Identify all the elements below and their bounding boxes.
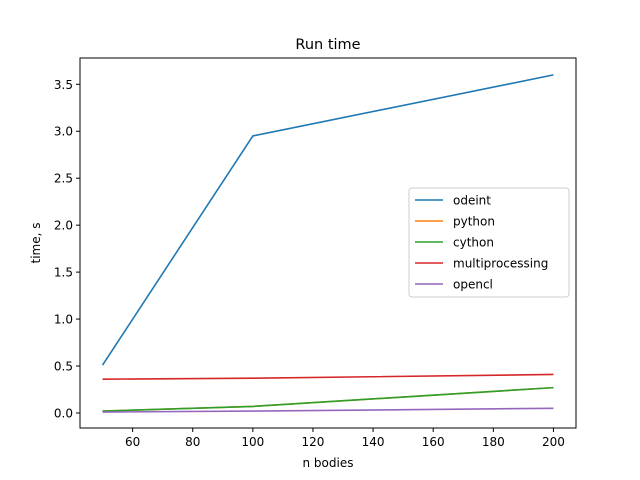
y-tick-label: 2.5 <box>54 172 73 186</box>
x-tick-label: 200 <box>542 435 565 449</box>
y-tick-label: 2.0 <box>54 219 73 233</box>
x-axis: 60 80 100 120 140 160 180 200 <box>125 428 565 449</box>
plot-frame <box>79 57 577 429</box>
x-axis-label: n bodies <box>303 456 354 470</box>
legend-label-multiprocessing: multiprocessing <box>453 257 548 271</box>
x-tick-label: 80 <box>185 435 200 449</box>
y-tick-label: 0.0 <box>54 406 73 420</box>
y-tick-label: 3.0 <box>54 125 73 139</box>
x-tick-label: 120 <box>302 435 325 449</box>
series-lines <box>101 74 554 413</box>
x-tick-label: 60 <box>125 435 140 449</box>
y-tick-label: 1.0 <box>54 313 73 327</box>
chart-title: Run time <box>295 37 360 53</box>
x-tick-label: 140 <box>362 435 385 449</box>
x-tick-label: 160 <box>422 435 445 449</box>
y-tick-label: 1.5 <box>54 266 73 280</box>
legend-label-cython: cython <box>453 236 494 250</box>
y-axis: 0.0 0.5 1.0 1.5 2.0 2.5 3.0 3.5 <box>54 78 80 420</box>
y-axis-label: time, s <box>29 223 43 264</box>
legend-box <box>408 187 570 298</box>
legend-label-python: python <box>453 215 495 229</box>
series-line-multiprocessing <box>102 373 554 380</box>
series-line-cython <box>102 386 554 412</box>
legend-label-opencl: opencl <box>453 278 493 292</box>
y-tick-label: 3.5 <box>54 78 73 92</box>
series-line-opencl <box>102 407 554 413</box>
legend: odeint python cython multiprocessing opencl <box>408 187 570 298</box>
x-tick-label: 100 <box>241 435 264 449</box>
y-tick-label: 0.5 <box>54 360 73 374</box>
series-line-odeint <box>101 74 554 366</box>
legend-label-odeint: odeint <box>453 194 491 208</box>
x-tick-label: 180 <box>482 435 505 449</box>
